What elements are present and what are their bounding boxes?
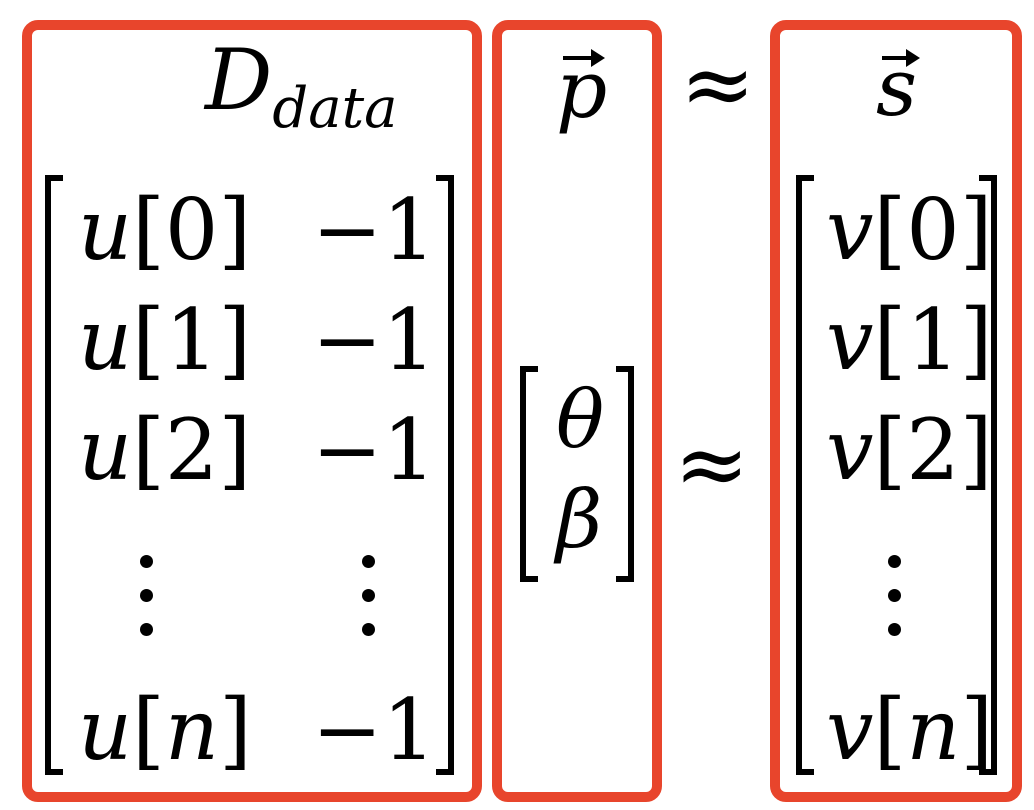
data-matrix-cell-minus1-row2: −1 bbox=[312, 401, 436, 499]
data-matrix-cell-minus1-rown: −1 bbox=[312, 681, 436, 779]
data-matrix-frame bbox=[22, 20, 482, 802]
approx-symbol-top: ≈ bbox=[680, 32, 756, 137]
signal-vector-cell-vn: v[n] bbox=[826, 681, 994, 779]
data-matrix-label: Ddata bbox=[205, 38, 397, 137]
signal-vector-cell-v0: v[0] bbox=[826, 181, 993, 279]
param-vector-arrow-icon bbox=[563, 49, 605, 67]
data-matrix-cell-minus1-row1: −1 bbox=[312, 291, 436, 389]
signal-vector-right-bracket bbox=[979, 175, 997, 775]
approx-symbol-middle: ≈ bbox=[674, 412, 750, 517]
signal-vector-label: s bbox=[876, 41, 918, 134]
data-matrix-label-sub: data bbox=[272, 76, 398, 141]
data-matrix-label-main: D bbox=[205, 31, 273, 129]
signal-vector-cell-v2: v[2] bbox=[826, 401, 993, 499]
signal-vector-vdots bbox=[888, 555, 902, 645]
data-matrix-cell-minus1-row0: −1 bbox=[312, 181, 436, 279]
signal-vector-cell-v1: v[1] bbox=[826, 291, 993, 389]
data-matrix-cell-u1: u[1] bbox=[78, 291, 252, 389]
data-matrix-cell-u2: u[2] bbox=[78, 401, 252, 499]
signal-vector-frame bbox=[770, 20, 1022, 802]
data-matrix-right-bracket bbox=[436, 175, 454, 775]
param-vector-entry-theta: θ bbox=[556, 373, 605, 466]
signal-vector-left-bracket bbox=[796, 175, 814, 775]
signal-vector-arrow-icon bbox=[882, 49, 920, 67]
param-vector-frame bbox=[492, 20, 662, 802]
data-matrix-cell-un: u[n] bbox=[78, 681, 252, 779]
param-vector-right-bracket bbox=[616, 366, 634, 582]
param-vector-label: p bbox=[556, 43, 608, 136]
data-matrix-col2-vdots bbox=[362, 555, 376, 645]
data-matrix-left-bracket bbox=[45, 175, 63, 775]
data-matrix-col1-vdots bbox=[140, 555, 154, 645]
data-matrix-cell-u0: u[0] bbox=[78, 181, 252, 279]
param-vector-entry-beta: β bbox=[556, 473, 603, 566]
param-vector-left-bracket bbox=[520, 366, 538, 582]
